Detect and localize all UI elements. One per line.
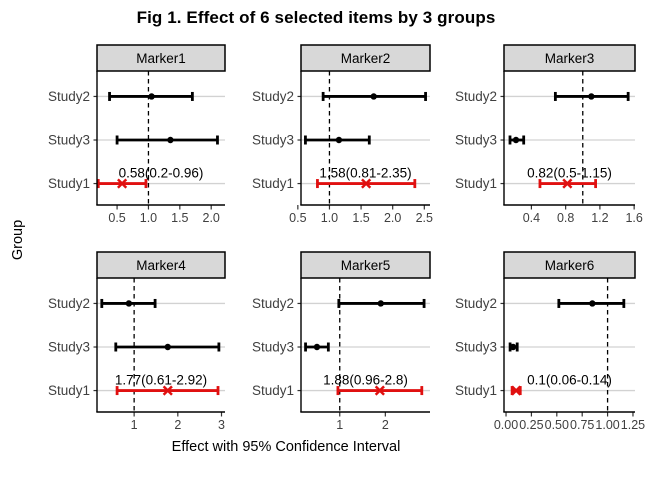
y-label-marker4-study1: Study1 [48,383,90,398]
y-label-marker5-study2: Study2 [252,296,294,311]
y-label-marker2-study2: Study2 [252,89,294,104]
annotation-marker4-study1: 1.77(0.61-2.92) [115,373,207,388]
x-axis-title: Effect with 95% Confidence Interval [171,439,401,455]
point-marker3-study3 [512,136,520,144]
point-marker4-study2 [125,300,133,307]
y-label-marker1-study3: Study3 [48,133,90,148]
point-x-marker2-study1 [361,178,372,189]
point-x-marker3-study1 [562,178,573,189]
strip-marker6 [503,251,636,279]
x-tick-label-marker2-0.5: 0.5 [289,211,306,225]
strip-marker3 [503,44,636,72]
y-label-marker5-study3: Study3 [252,340,294,355]
strip-label-marker4: Marker4 [136,258,186,273]
y-label-marker4-study2: Study2 [48,296,90,311]
x-tick-label-marker6-0.75: 0.75 [570,418,594,432]
point-marker5-study2 [377,300,384,307]
x-tick-label-marker1-0.5: 0.5 [108,211,125,225]
x-tick-label-marker6-0.50: 0.50 [545,418,569,432]
point-x-marker4-study1 [162,385,173,396]
x-tick-label-marker6-0.00: 0.00 [494,418,518,432]
strip-marker5 [300,251,431,279]
y-label-marker4-study3: Study3 [48,340,90,355]
x-tick-label-marker3-1.6: 1.6 [625,211,642,225]
x-tick-label-marker6-1.25: 1.25 [621,418,645,432]
strip-marker1 [96,44,226,72]
point-marker4-study3 [164,343,171,351]
y-label-marker1-study1: Study1 [48,176,90,191]
x-tick-label-marker5-1: 1 [336,418,343,432]
point-marker6-study3 [509,343,517,351]
annotation-marker6-study1: 0.1(0.06-0.14) [527,373,612,388]
x-tick-label-marker1-1.0: 1.0 [140,211,157,225]
y-label-marker5-study1: Study1 [252,383,294,398]
x-tick-label-marker1-1.5: 1.5 [171,211,188,225]
strip-marker4 [96,251,226,279]
point-x-marker1-study1 [117,178,128,189]
x-tick-label-marker6-0.25: 0.25 [519,418,543,432]
annotation-marker2-study1: 1.58(0.81-2.35) [319,166,411,181]
annotation-marker5-study1: 1.88(0.96-2.8) [323,373,408,388]
y-label-marker2-study3: Study3 [252,133,294,148]
annotation-marker1-study1: 0.58(0.2-0.96) [119,166,204,181]
x-tick-label-marker3-1.2: 1.2 [591,211,608,225]
x-tick-label-marker2-1.5: 1.5 [352,211,369,225]
y-label-marker6-study3: Study3 [455,340,497,355]
x-tick-label-marker1-2.0: 2.0 [203,211,220,225]
figure-title: Fig 1. Effect of 6 selected items by 3 g… [136,8,496,27]
y-label-marker6-study2: Study2 [455,296,497,311]
x-tick-label-marker4-1: 1 [131,418,138,432]
x-tick-label-marker2-2.0: 2.0 [384,211,401,225]
strip-marker2 [300,44,431,72]
point-marker2-study2 [370,93,377,100]
y-label-marker3-study3: Study3 [455,133,497,148]
point-marker3-study2 [588,93,595,100]
point-marker1-study3 [167,136,174,144]
y-label-marker2-study1: Study1 [252,176,294,191]
x-tick-label-marker3-0.8: 0.8 [557,211,574,225]
x-tick-label-marker4-2: 2 [174,418,181,432]
strip-label-marker5: Marker5 [341,258,391,273]
point-marker2-study3 [335,136,343,144]
y-label-marker3-study2: Study2 [455,89,497,104]
y-axis-title: Group [10,219,26,261]
y-label-marker1-study2: Study2 [48,89,90,104]
x-tick-label-marker6-1.00: 1.00 [595,418,619,432]
x-tick-label-marker2-2.5: 2.5 [416,211,433,225]
annotation-marker3-study1: 0.82(0.5-1.15) [527,166,612,181]
y-label-marker3-study1: Study1 [455,176,497,191]
point-marker6-study2 [589,300,596,307]
point-marker5-study3 [313,343,321,351]
point-x-marker5-study1 [374,385,385,396]
point-x-marker6-study1 [511,385,522,396]
x-tick-label-marker4-3: 3 [218,418,225,432]
y-label-marker6-study1: Study1 [455,383,497,398]
strip-label-marker6: Marker6 [545,258,595,273]
x-tick-label-marker5-2: 2 [382,418,389,432]
strip-label-marker3: Marker3 [545,51,595,66]
strip-label-marker1: Marker1 [136,51,186,66]
x-tick-label-marker3-0.4: 0.4 [523,211,540,225]
strip-label-marker2: Marker2 [341,51,391,66]
x-tick-label-marker2-1.0: 1.0 [321,211,338,225]
point-marker1-study2 [148,93,155,100]
